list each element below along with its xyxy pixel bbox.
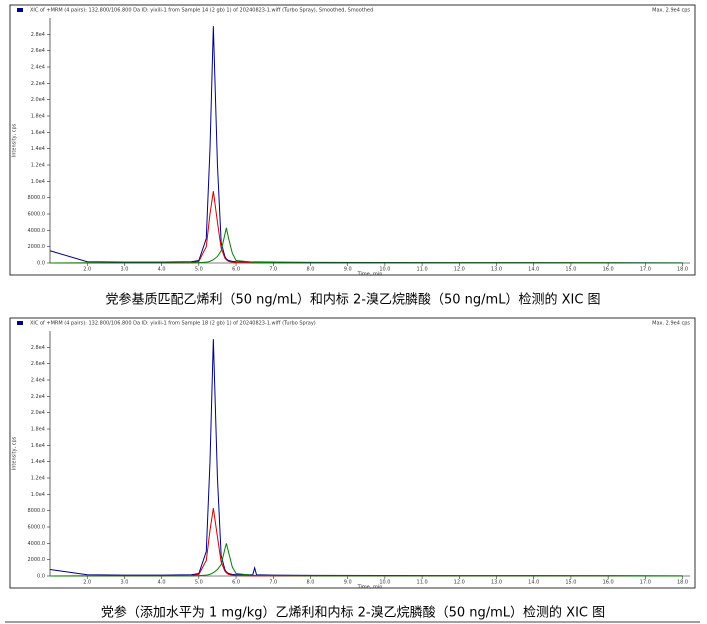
y-tick-label: 2.4e4 bbox=[31, 378, 45, 384]
y-tick-label: 1.8e4 bbox=[31, 114, 45, 120]
y-tick-label: 1.4e4 bbox=[31, 459, 45, 465]
x-tick-label: 14.0 bbox=[528, 267, 539, 273]
y-tick-label: 1.8e4 bbox=[31, 427, 45, 433]
y-tick-label: 2.2e4 bbox=[31, 81, 45, 87]
plot-frame bbox=[9, 4, 696, 276]
y-tick-label: 4000.0 bbox=[28, 228, 46, 234]
y-tick-label: 1.4e4 bbox=[31, 146, 45, 152]
x-tick-label: 8.0 bbox=[306, 267, 314, 273]
y-tick-label: 2.0e4 bbox=[31, 97, 45, 103]
legend-swatch bbox=[17, 8, 23, 12]
max-label: Max. 2.9e4 cps bbox=[652, 8, 690, 14]
x-tick-label: 13.0 bbox=[491, 580, 502, 586]
x-tick-label: 2.0 bbox=[83, 267, 91, 273]
trace bbox=[49, 26, 683, 264]
y-tick-label: 1.0e4 bbox=[31, 492, 45, 498]
x-tick-label: 4.0 bbox=[158, 267, 166, 273]
x-axis-label: Time, min bbox=[357, 585, 383, 591]
y-tick-label: 1.2e4 bbox=[31, 163, 45, 169]
x-tick-label: 11.0 bbox=[417, 267, 428, 273]
x-tick-label: 6.0 bbox=[232, 580, 240, 586]
caption: 党参（添加水平为 1 mg/kg）乙烯利和内标 2-溴乙烷膦酸（50 ng/mL… bbox=[101, 605, 605, 621]
x-tick-label: 17.0 bbox=[640, 580, 651, 586]
x-tick-label: 16.0 bbox=[603, 267, 614, 273]
header-text: XIC of +MRM (4 pairs): 132.800/106.800 D… bbox=[30, 321, 316, 327]
y-tick-label: 4000.0 bbox=[28, 541, 46, 547]
y-tick-label: 2.4e4 bbox=[31, 65, 45, 71]
y-tick-label: 2.6e4 bbox=[31, 48, 45, 54]
x-tick-label: 9.0 bbox=[344, 267, 352, 273]
x-tick-label: 10.0 bbox=[379, 580, 390, 586]
y-tick-label: 2000.0 bbox=[28, 557, 46, 563]
y-tick-label: 2000.0 bbox=[28, 244, 46, 250]
y-tick-label: 0.0 bbox=[37, 574, 45, 580]
y-tick-label: 2.8e4 bbox=[31, 345, 45, 351]
plot-frame bbox=[9, 317, 696, 589]
x-axis-label: Time, min bbox=[357, 272, 383, 278]
x-tick-label: 3.0 bbox=[120, 267, 128, 273]
max-label: Max. 2.9e4 cps bbox=[652, 321, 690, 327]
y-tick-label: 2.8e4 bbox=[31, 32, 45, 38]
y-tick-label: 2.0e4 bbox=[31, 410, 45, 416]
x-tick-label: 18.0 bbox=[677, 267, 688, 273]
x-tick-label: 14.0 bbox=[528, 580, 539, 586]
x-tick-label: 18.0 bbox=[677, 580, 688, 586]
x-tick-label: 7.0 bbox=[269, 580, 277, 586]
trace bbox=[49, 227, 683, 264]
x-tick-label: 7.0 bbox=[269, 267, 277, 273]
legend-swatch bbox=[17, 321, 23, 325]
y-tick-label: 6000.0 bbox=[28, 212, 46, 218]
x-tick-label: 15.0 bbox=[565, 580, 576, 586]
x-tick-label: 3.0 bbox=[120, 580, 128, 586]
y-tick-label: 1.2e4 bbox=[31, 476, 45, 482]
y-tick-label: 8000.0 bbox=[28, 508, 46, 514]
y-axis-label: Intensity, cps bbox=[12, 436, 18, 470]
x-tick-label: 2.0 bbox=[83, 580, 91, 586]
x-tick-label: 5.0 bbox=[195, 580, 203, 586]
y-tick-label: 6000.0 bbox=[28, 525, 46, 531]
x-tick-label: 15.0 bbox=[565, 267, 576, 273]
y-tick-label: 8000.0 bbox=[28, 195, 46, 201]
x-tick-label: 12.0 bbox=[454, 580, 465, 586]
y-axis-label: Intensity, cps bbox=[12, 123, 18, 157]
x-tick-label: 11.0 bbox=[417, 580, 428, 586]
caption: 党参基质匹配乙烯利（50 ng/mL）和内标 2-溴乙烷膦酸（50 ng/mL）… bbox=[105, 292, 600, 308]
header-text: XIC of +MRM (4 pairs): 132.800/106.800 D… bbox=[30, 8, 373, 14]
x-tick-label: 5.0 bbox=[195, 267, 203, 273]
x-tick-label: 9.0 bbox=[344, 580, 352, 586]
trace bbox=[49, 339, 683, 577]
x-tick-label: 13.0 bbox=[491, 267, 502, 273]
y-tick-label: 1.6e4 bbox=[31, 443, 45, 449]
x-tick-label: 12.0 bbox=[454, 267, 465, 273]
trace bbox=[49, 508, 683, 577]
trace bbox=[49, 543, 683, 577]
x-tick-label: 8.0 bbox=[306, 580, 314, 586]
y-tick-label: 0.0 bbox=[37, 261, 45, 267]
trace bbox=[49, 191, 683, 264]
x-tick-label: 17.0 bbox=[640, 267, 651, 273]
x-tick-label: 4.0 bbox=[158, 580, 166, 586]
y-tick-label: 2.6e4 bbox=[31, 361, 45, 367]
x-tick-label: 10.0 bbox=[379, 267, 390, 273]
x-tick-label: 16.0 bbox=[603, 580, 614, 586]
y-tick-label: 1.6e4 bbox=[31, 130, 45, 136]
y-tick-label: 2.2e4 bbox=[31, 394, 45, 400]
y-tick-label: 1.0e4 bbox=[31, 179, 45, 185]
x-tick-label: 6.0 bbox=[232, 267, 240, 273]
